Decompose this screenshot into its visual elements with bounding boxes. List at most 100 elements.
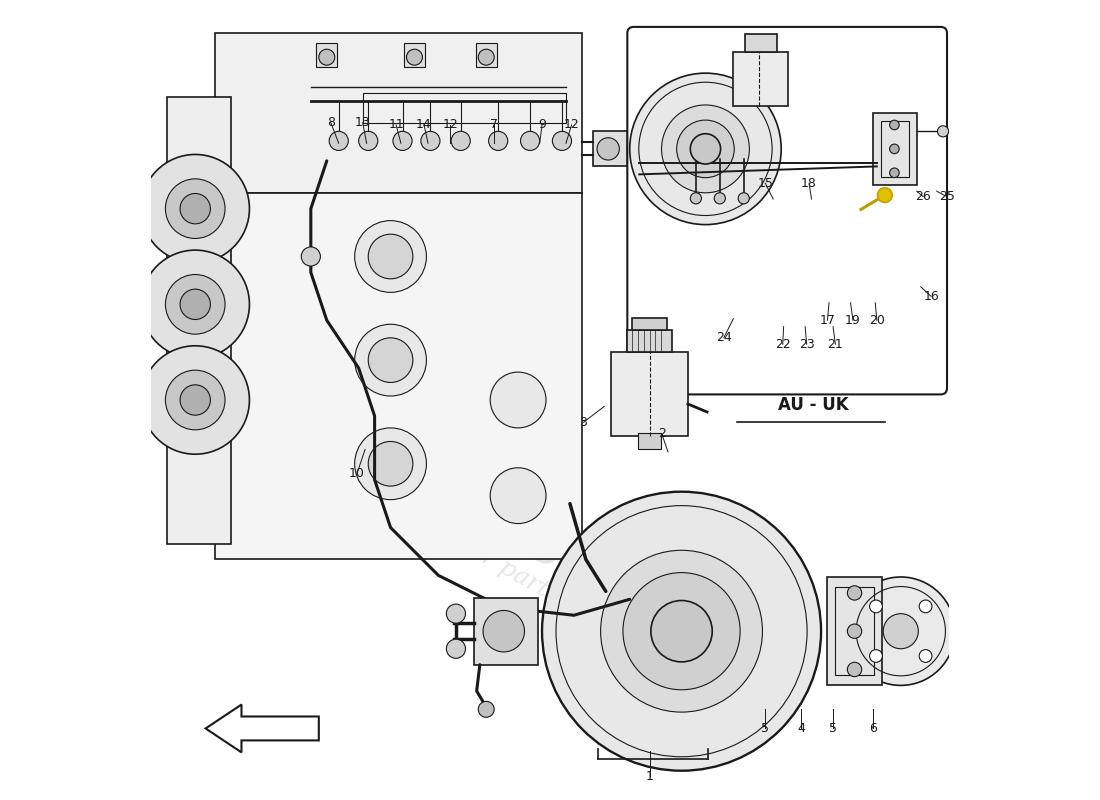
Bar <box>317 43 337 66</box>
Circle shape <box>890 120 899 130</box>
Circle shape <box>393 131 412 150</box>
Text: 12: 12 <box>563 118 580 131</box>
Circle shape <box>920 600 932 613</box>
Bar <box>827 577 881 686</box>
Bar <box>363 93 565 123</box>
Circle shape <box>180 194 210 224</box>
FancyBboxPatch shape <box>627 27 947 394</box>
Circle shape <box>421 131 440 150</box>
Bar <box>474 598 538 665</box>
Circle shape <box>890 168 899 178</box>
Circle shape <box>368 442 412 486</box>
Circle shape <box>937 126 948 137</box>
Bar <box>835 587 873 675</box>
Circle shape <box>407 50 422 65</box>
Text: 4: 4 <box>798 722 805 735</box>
Text: 10: 10 <box>349 467 365 480</box>
Circle shape <box>354 221 427 292</box>
Text: 5: 5 <box>761 722 769 735</box>
Circle shape <box>165 370 226 430</box>
Circle shape <box>180 385 210 415</box>
Circle shape <box>651 601 712 662</box>
Bar <box>612 352 688 436</box>
Circle shape <box>883 614 918 649</box>
Bar <box>873 113 916 185</box>
Circle shape <box>552 131 572 150</box>
Circle shape <box>629 73 781 225</box>
Text: 15: 15 <box>757 177 773 190</box>
Circle shape <box>878 188 892 202</box>
Circle shape <box>478 702 494 718</box>
Text: 25: 25 <box>939 190 955 203</box>
Circle shape <box>165 274 226 334</box>
Circle shape <box>870 600 882 613</box>
Text: 21: 21 <box>827 338 844 350</box>
Bar <box>733 52 789 106</box>
Text: 16: 16 <box>923 290 939 303</box>
Polygon shape <box>167 97 231 543</box>
Text: 3: 3 <box>580 416 587 429</box>
Bar <box>632 318 668 330</box>
Circle shape <box>691 193 702 204</box>
Circle shape <box>870 650 882 662</box>
Circle shape <box>354 428 427 500</box>
Text: 5: 5 <box>829 722 837 735</box>
Text: 6: 6 <box>869 722 877 735</box>
Text: eurospares: eurospares <box>252 359 609 600</box>
Bar <box>627 330 672 352</box>
Circle shape <box>847 586 861 600</box>
Circle shape <box>483 610 525 652</box>
Circle shape <box>354 324 427 396</box>
Text: 13: 13 <box>355 116 371 129</box>
Circle shape <box>447 639 465 658</box>
Bar <box>881 121 909 177</box>
Text: 26: 26 <box>915 190 931 203</box>
Bar <box>746 34 778 52</box>
Circle shape <box>847 624 861 638</box>
Circle shape <box>368 234 412 279</box>
Circle shape <box>301 247 320 266</box>
Circle shape <box>491 372 546 428</box>
Circle shape <box>597 138 619 160</box>
Circle shape <box>447 604 465 623</box>
Circle shape <box>920 650 932 662</box>
Circle shape <box>847 577 955 686</box>
Text: 19: 19 <box>845 314 861 326</box>
Circle shape <box>451 131 471 150</box>
Text: 18: 18 <box>801 177 817 190</box>
Circle shape <box>542 492 821 770</box>
Circle shape <box>165 179 226 238</box>
Polygon shape <box>216 193 582 559</box>
Text: 14: 14 <box>416 118 432 131</box>
Circle shape <box>368 338 412 382</box>
Bar <box>404 43 425 66</box>
Text: 11: 11 <box>388 118 404 131</box>
Text: a passion for parts since 1983: a passion for parts since 1983 <box>346 470 690 681</box>
Circle shape <box>601 550 762 712</box>
Text: 9: 9 <box>538 118 546 131</box>
Circle shape <box>623 573 740 690</box>
Text: 17: 17 <box>820 314 835 326</box>
Circle shape <box>359 131 377 150</box>
Text: 8: 8 <box>327 116 334 129</box>
Circle shape <box>661 105 749 193</box>
Text: AU - UK: AU - UK <box>778 396 848 414</box>
Text: 20: 20 <box>869 314 884 326</box>
Text: 12: 12 <box>442 118 459 131</box>
Text: 22: 22 <box>774 338 791 350</box>
Circle shape <box>520 131 540 150</box>
Circle shape <box>488 131 508 150</box>
Text: 23: 23 <box>799 338 815 350</box>
Circle shape <box>141 154 250 263</box>
Circle shape <box>319 50 334 65</box>
Circle shape <box>890 144 899 154</box>
Polygon shape <box>206 705 319 752</box>
Circle shape <box>478 50 494 65</box>
Bar <box>593 131 627 166</box>
Circle shape <box>714 193 725 204</box>
Circle shape <box>491 468 546 523</box>
Circle shape <box>847 662 861 677</box>
Text: 2: 2 <box>658 427 666 440</box>
Circle shape <box>180 289 210 319</box>
Circle shape <box>738 193 749 204</box>
